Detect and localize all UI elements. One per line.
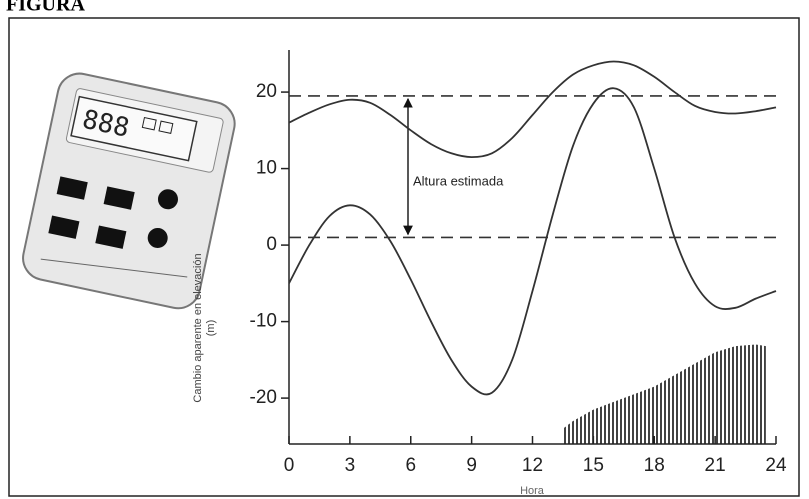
annotation: Altura estimada [413,173,504,188]
y-tick-label: -10 [250,311,277,332]
x-tick-label: 6 [405,455,416,476]
y-axis-label: Cambio aparente en elevación (m) [192,253,217,403]
x-tick-label: 18 [644,455,665,476]
x-tick-label: 24 [765,455,787,476]
x-tick-label: 21 [705,455,726,476]
y-tick-label: 10 [256,158,277,179]
y-tick-label: 20 [256,81,277,102]
x-tick-label: 15 [583,455,604,476]
line-series [288,87,777,396]
y-tick-label: -20 [250,387,277,408]
figure-label: FIGURA [6,0,85,16]
x-tick-label: 12 [522,455,543,476]
x-tick-label: 9 [466,455,477,476]
x-tick-label: 0 [284,455,295,476]
device-illustration: 888 [22,72,236,310]
line-series [288,60,777,159]
x-axis-label: Hora [520,485,545,497]
frame [8,17,800,497]
shaded-area [562,344,766,444]
y-tick-label: 0 [266,234,277,255]
x-tick-label: 3 [345,455,356,476]
